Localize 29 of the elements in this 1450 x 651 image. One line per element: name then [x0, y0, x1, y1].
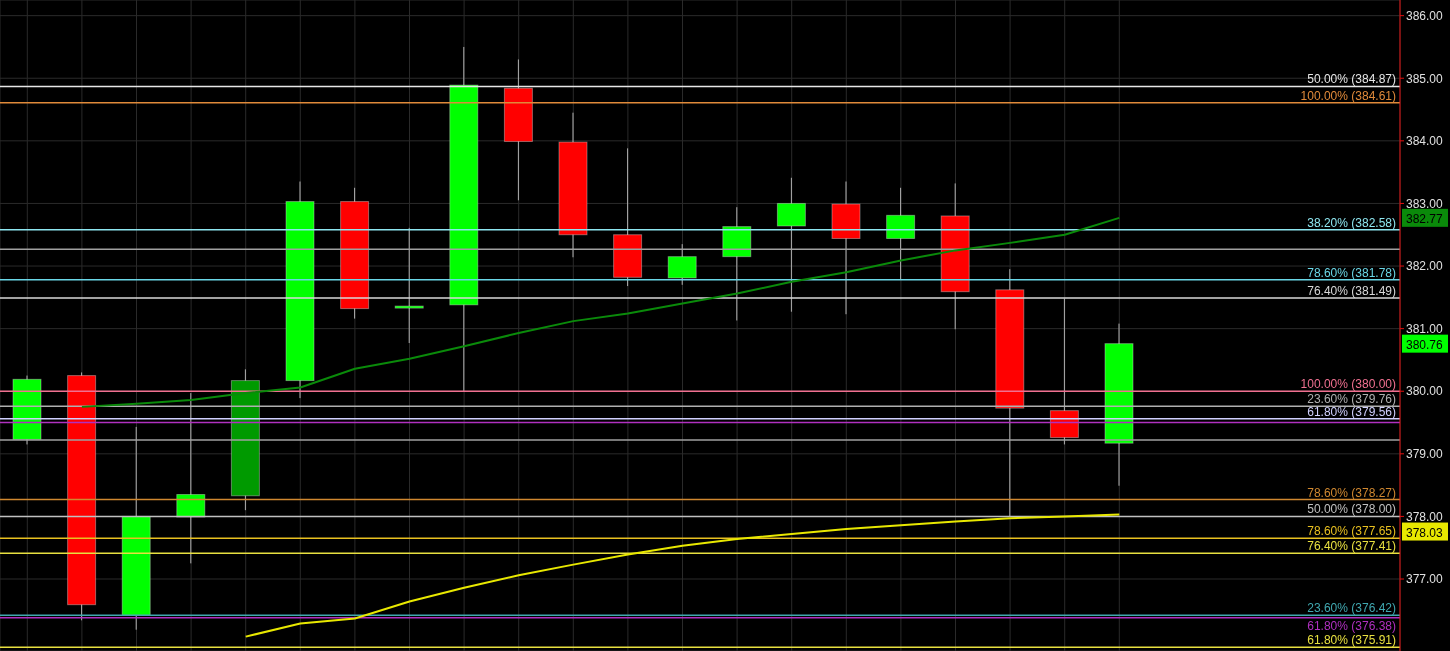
y-tick-label: 379.00: [1406, 447, 1444, 462]
y-tick-label: 385.00: [1406, 71, 1444, 86]
y-tick-label: 384.00: [1406, 134, 1444, 149]
ref-line-label: 38.20% (382.58): [1307, 215, 1396, 230]
line-series: [80, 216, 1121, 408]
text: 378.03: [1406, 525, 1444, 540]
ref-line-label: 61.80% (375.91): [1307, 633, 1396, 648]
ref-line-label: 23.60% (379.76): [1307, 392, 1396, 407]
ref-line-label: 100.00% (380.00): [1300, 377, 1396, 392]
y-tick-label: 378.00: [1406, 509, 1444, 524]
ref-line-label: 78.60% (377.65): [1307, 524, 1396, 539]
ref-line-label: 78.60% (381.78): [1307, 265, 1396, 280]
ref-line-label: 76.40% (377.41): [1307, 539, 1396, 554]
ref-line-label: 50.00% (384.87): [1307, 72, 1396, 87]
text: 380.76: [1406, 337, 1444, 352]
ref-line-label: 78.60% (378.27): [1307, 485, 1396, 500]
ref-line-label: 61.80% (376.38): [1307, 618, 1396, 633]
y-tick-label: 380.00: [1406, 384, 1444, 399]
ref-line-label: 23.60% (376.42): [1307, 601, 1396, 616]
ref-line-label: 76.40% (381.49): [1307, 283, 1396, 298]
y-tick-label: 383.00: [1406, 196, 1444, 211]
y-tick-label: 386.00: [1406, 8, 1444, 23]
line-series: [244, 513, 1121, 638]
y-tick-label: 377.00: [1406, 572, 1444, 587]
y-tick-label: 382.00: [1406, 259, 1444, 274]
ref-line-label: 50.00% (378.00): [1307, 502, 1396, 517]
ref-line-label: 100.00% (384.61): [1300, 88, 1396, 103]
text: 382.77: [1406, 211, 1444, 226]
y-tick-label: 381.00: [1406, 321, 1444, 336]
